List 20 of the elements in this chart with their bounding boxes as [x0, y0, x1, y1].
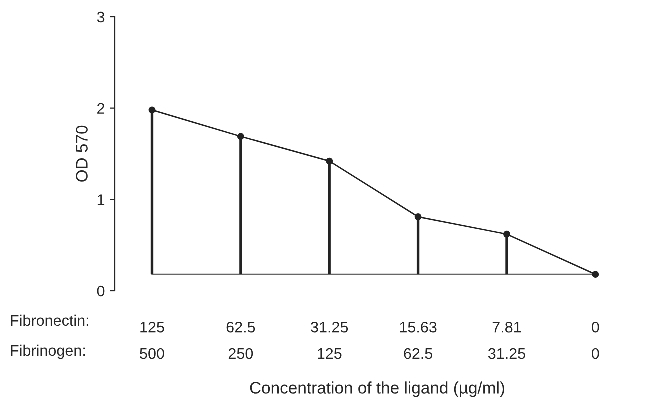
y-tick-label: 3	[97, 12, 105, 23]
x-tick-label: 7.81 31.25	[488, 322, 526, 360]
point	[326, 158, 334, 165]
point	[148, 106, 156, 114]
point	[504, 230, 510, 238]
y-tick-label: 1	[98, 194, 105, 206]
point	[592, 271, 600, 278]
point	[414, 214, 422, 220]
x-tick-label: 62.5 250	[226, 322, 256, 360]
text: Fibronectin:	[11, 314, 88, 326]
y-axis-title: OD 570	[76, 126, 88, 182]
x-tick-label: 15.63 62.5	[400, 322, 437, 360]
x-axis-title: Concentration of the ligand (µg/ml)	[250, 382, 504, 398]
x-tick-label: 31.25 125	[311, 322, 348, 360]
y-tick-label: 0	[97, 286, 105, 297]
y-tick-label: 2	[98, 103, 105, 114]
point	[237, 133, 244, 140]
text: Fibrinogen:	[11, 344, 86, 360]
x-tick-label: 0 0	[592, 322, 600, 360]
x-tick-label: 125 500	[140, 322, 164, 360]
